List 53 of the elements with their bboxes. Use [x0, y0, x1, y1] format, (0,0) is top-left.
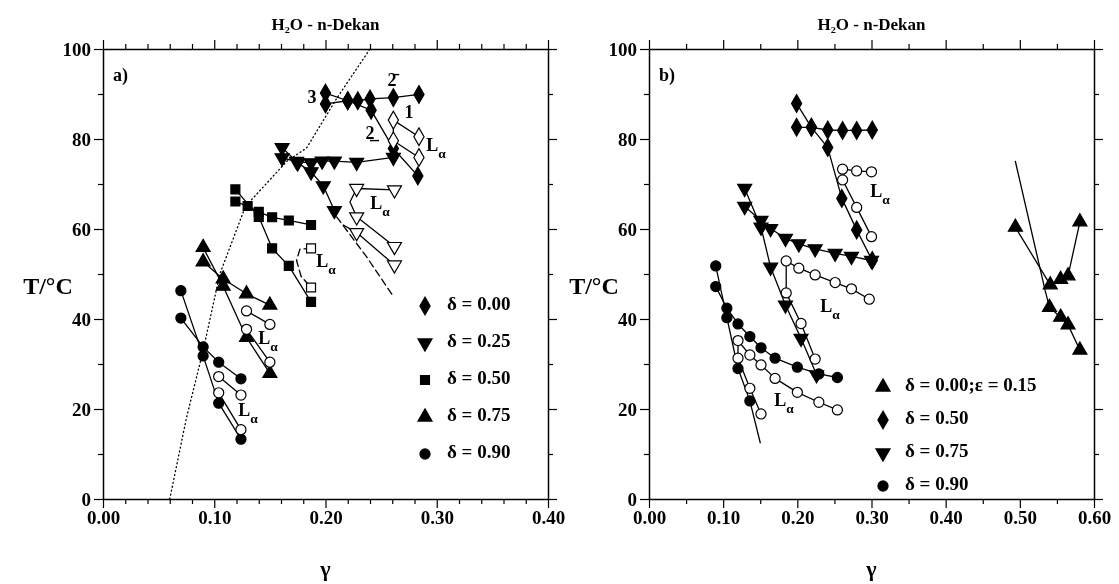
legend-label: δ = 0.00;ε = 0.15: [905, 374, 1037, 396]
y-tick-label: 100: [62, 38, 91, 60]
legend-label: δ = 0.75: [447, 404, 511, 426]
y-tick-label: 20: [618, 398, 637, 420]
annotation: L$_{α}$: [258, 328, 279, 354]
annotation: 2̄: [387, 70, 400, 91]
y-tick-label: 20: [72, 398, 91, 420]
legend-label: δ = 0.90: [905, 473, 969, 495]
annotation: b): [659, 65, 676, 87]
annotation: L$_{α}$: [426, 135, 447, 161]
legend-label: δ = 0.90: [447, 441, 511, 463]
x-tick-label: 0.30: [420, 507, 454, 529]
y-tick-label: 0: [81, 488, 91, 510]
chart-title: H₂O - n-Dekan: [271, 15, 381, 34]
chart-title: H₂O - n-Dekan: [817, 15, 927, 34]
y-tick-label: 0: [627, 488, 637, 510]
annotation: 3: [307, 87, 317, 108]
x-tick-label: 0.60: [1077, 507, 1112, 529]
annotation: 2̲: [365, 123, 380, 144]
legend-label: δ = 0.00: [447, 293, 511, 315]
legend-label: δ = 0.25: [447, 330, 511, 352]
annotation: L$_{α}$: [316, 251, 337, 277]
y-tick-label: 60: [72, 218, 91, 240]
annotation: L$_{α}$: [774, 390, 795, 416]
y-tick-label: 60: [618, 218, 637, 240]
legend-label: δ = 0.50: [905, 407, 969, 429]
y-tick-label: 40: [618, 308, 637, 330]
x-tick-label: 0.00: [86, 507, 121, 529]
x-tick-label: 0.40: [929, 507, 963, 529]
x-tick-label: 0.00: [632, 507, 667, 529]
annotation: L$_{α}$: [370, 193, 391, 219]
y-axis-title: T/°C: [23, 273, 73, 299]
annotation: 1: [404, 102, 414, 123]
x-tick-label: 0.50: [1003, 507, 1037, 529]
x-tick-label: 0.10: [707, 507, 741, 529]
annotation: L$_{α}$: [870, 181, 891, 207]
legend-label: δ = 0.50: [447, 367, 511, 389]
annotation: L$_{α}$: [238, 400, 259, 426]
y-tick-label: 40: [72, 308, 91, 330]
y-tick-label: 80: [72, 128, 91, 150]
x-tick-label: 0.20: [781, 507, 815, 529]
x-tick-label: 0.40: [531, 507, 566, 529]
x-tick-label: 0.30: [855, 507, 889, 529]
legend-label: δ = 0.75: [905, 440, 969, 462]
x-tick-label: 0.20: [309, 507, 343, 529]
y-tick-label: 100: [608, 38, 637, 60]
annotation: L$_{α}$: [820, 296, 841, 322]
y-tick-label: 80: [618, 128, 637, 150]
x-tick-label: 0.10: [198, 507, 232, 529]
x-axis-title: γ: [865, 556, 877, 581]
annotation: a): [113, 65, 128, 87]
x-axis-title: γ: [319, 556, 331, 581]
y-axis-title: T/°C: [569, 273, 619, 299]
